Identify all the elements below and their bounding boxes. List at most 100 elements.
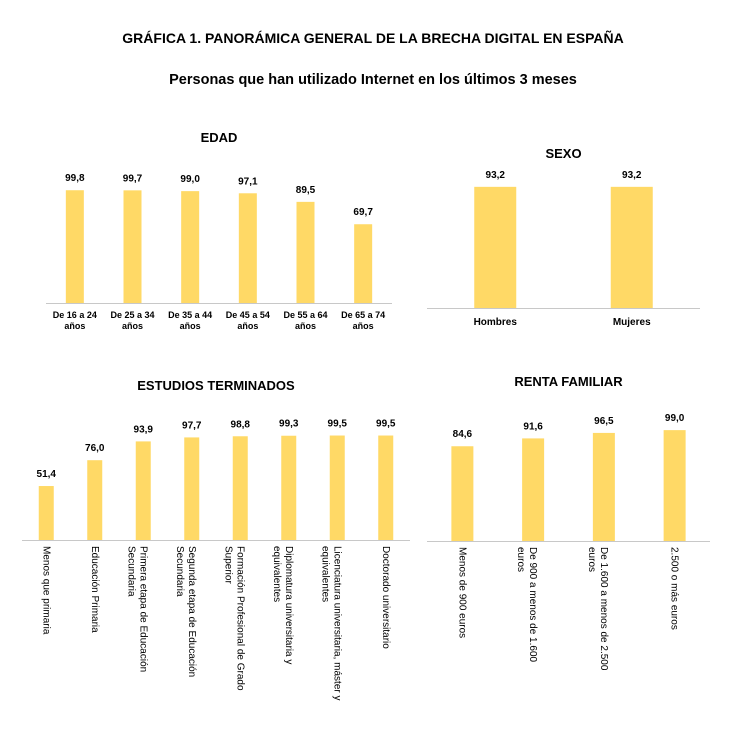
renta-tick-label: De 1.600 a menos de 2.500euros bbox=[586, 547, 609, 671]
tick-line: equivalentes bbox=[271, 546, 282, 602]
renta-data-label: 99,0 bbox=[665, 413, 685, 424]
estudios-data-label: 93,9 bbox=[134, 424, 154, 435]
tick-line: Superior bbox=[222, 546, 233, 584]
tick-line: euros bbox=[515, 547, 526, 572]
edad-data-label: 99,0 bbox=[180, 174, 200, 185]
tick-line: Secundaria bbox=[125, 546, 136, 597]
renta-bar bbox=[592, 432, 615, 541]
tick-line: De 45 a 54 bbox=[226, 310, 270, 320]
estudios-bar bbox=[281, 435, 297, 540]
tick-line: De 55 a 64 bbox=[283, 310, 327, 320]
renta-panel: RENTA FAMILIAR 84,6 Menos de 900 euros 91,6… bbox=[427, 374, 710, 671]
edad-bar bbox=[238, 193, 257, 303]
estudios-tick-label: Educación Primaria bbox=[89, 546, 100, 633]
estudios-bar bbox=[87, 460, 103, 540]
edad-tick-label: De 16 a 24 años bbox=[53, 310, 97, 331]
edad-tick-label: De 35 a 44 años bbox=[168, 310, 212, 331]
estudios-panel: ESTUDIOS TERMINADOS 51,4 Menos que primari… bbox=[22, 378, 410, 701]
tick-line: años bbox=[180, 321, 201, 331]
estudios-data-label: 99,3 bbox=[279, 419, 299, 430]
estudios-bar bbox=[38, 486, 54, 540]
tick-line: equivalentes bbox=[319, 546, 330, 602]
renta-tick-label: 2.500 o más euros bbox=[669, 547, 680, 630]
estudios-bar bbox=[232, 436, 248, 540]
edad-tick-label: De 65 a 74 años bbox=[341, 310, 385, 331]
tick-line: Educación Primaria bbox=[89, 546, 100, 633]
renta-data-label: 96,5 bbox=[594, 416, 614, 427]
edad-bar bbox=[181, 191, 200, 303]
tick-line: Diplomatura universitaria y bbox=[283, 546, 294, 664]
renta-bar bbox=[522, 438, 545, 541]
estudios-bar bbox=[135, 441, 151, 540]
estudios-tick-label: Licenciatura universitaria, máster yequi… bbox=[319, 546, 342, 701]
tick-line: Licenciatura universitaria, máster y bbox=[331, 546, 342, 701]
tick-line: Secundaria bbox=[174, 546, 185, 597]
tick-line: Doctorado universitario bbox=[380, 546, 391, 649]
sexo-bar bbox=[474, 186, 517, 308]
edad-tick-label: De 25 a 34 años bbox=[110, 310, 154, 331]
renta-tick-label: De 900 a menos de 1.600euros bbox=[515, 547, 538, 663]
tick-line: De 16 a 24 bbox=[53, 310, 97, 320]
tick-line: De 35 a 44 bbox=[168, 310, 212, 320]
tick-line: años bbox=[353, 321, 374, 331]
renta-bar bbox=[451, 446, 474, 541]
tick-line: Menos de 900 euros bbox=[456, 547, 467, 638]
estudios-tick-label: Formación Profesional de GradoSuperior bbox=[222, 546, 245, 691]
sexo-tick-label: Mujeres bbox=[613, 317, 651, 328]
renta-bar bbox=[663, 430, 686, 541]
edad-bar bbox=[65, 190, 84, 303]
tick-line: Segunda etapa de Educación bbox=[186, 546, 197, 677]
edad-bar bbox=[123, 190, 142, 303]
sexo-data-label: 93,2 bbox=[622, 170, 642, 181]
renta-data-label: 84,6 bbox=[453, 429, 473, 440]
estudios-data-label: 98,8 bbox=[231, 419, 251, 430]
estudios-data-label: 51,4 bbox=[37, 469, 57, 480]
tick-line: De 900 a menos de 1.600 bbox=[527, 547, 538, 663]
tick-line: De 65 a 74 bbox=[341, 310, 385, 320]
edad-data-label: 97,1 bbox=[238, 176, 258, 187]
estudios-data-label: 99,5 bbox=[328, 419, 348, 430]
tick-line: años bbox=[295, 321, 316, 331]
tick-line: euros bbox=[586, 547, 597, 572]
edad-title: EDAD bbox=[201, 130, 238, 145]
subtitle: Personas que han utilizado Internet en l… bbox=[169, 72, 577, 88]
estudios-bar bbox=[329, 435, 345, 540]
sexo-title: SEXO bbox=[545, 146, 581, 161]
estudios-data-label: 99,5 bbox=[376, 419, 396, 430]
sexo-bar bbox=[610, 186, 653, 308]
main-title: GRÁFICA 1. PANORÁMICA GENERAL DE LA BREC… bbox=[122, 30, 624, 46]
edad-tick-label: De 45 a 54 años bbox=[226, 310, 270, 331]
sexo-data-label: 93,2 bbox=[486, 170, 506, 181]
estudios-bar bbox=[184, 437, 200, 540]
tick-line: Formación Profesional de Grado bbox=[234, 546, 245, 691]
renta-data-label: 91,6 bbox=[523, 421, 543, 432]
edad-data-label: 89,5 bbox=[296, 185, 316, 196]
estudios-tick-label: Doctorado universitario bbox=[380, 546, 391, 649]
estudios-tick-label: Diplomatura universitaria yequivalentes bbox=[271, 546, 294, 664]
edad-data-label: 99,8 bbox=[65, 173, 85, 184]
edad-bar bbox=[296, 201, 315, 303]
edad-bar bbox=[354, 224, 373, 303]
estudios-tick-label: Segunda etapa de EducaciónSecundaria bbox=[174, 546, 197, 677]
edad-data-label: 69,7 bbox=[353, 207, 373, 218]
tick-line: años bbox=[237, 321, 258, 331]
estudios-tick-label: Menos que primaria bbox=[40, 546, 51, 635]
tick-line: Menos que primaria bbox=[40, 546, 51, 635]
tick-line: años bbox=[122, 321, 143, 331]
tick-line: años bbox=[64, 321, 85, 331]
estudios-bar bbox=[378, 435, 394, 540]
estudios-title: ESTUDIOS TERMINADOS bbox=[137, 378, 295, 393]
estudios-data-label: 76,0 bbox=[85, 443, 105, 454]
renta-tick-label: Menos de 900 euros bbox=[456, 547, 467, 638]
tick-line: De 1.600 a menos de 2.500 bbox=[598, 547, 609, 671]
sexo-panel: SEXO 93,2 Hombres 93,2 Mujeres bbox=[427, 146, 700, 328]
estudios-tick-label: Primera etapa de EducaciónSecundaria bbox=[125, 546, 148, 672]
edad-data-label: 99,7 bbox=[123, 173, 143, 184]
tick-line: De 25 a 34 bbox=[110, 310, 154, 320]
renta-title: RENTA FAMILIAR bbox=[514, 374, 623, 389]
edad-tick-label: De 55 a 64 años bbox=[283, 310, 327, 331]
tick-line: 2.500 o más euros bbox=[669, 547, 680, 630]
estudios-data-label: 97,7 bbox=[182, 420, 202, 431]
